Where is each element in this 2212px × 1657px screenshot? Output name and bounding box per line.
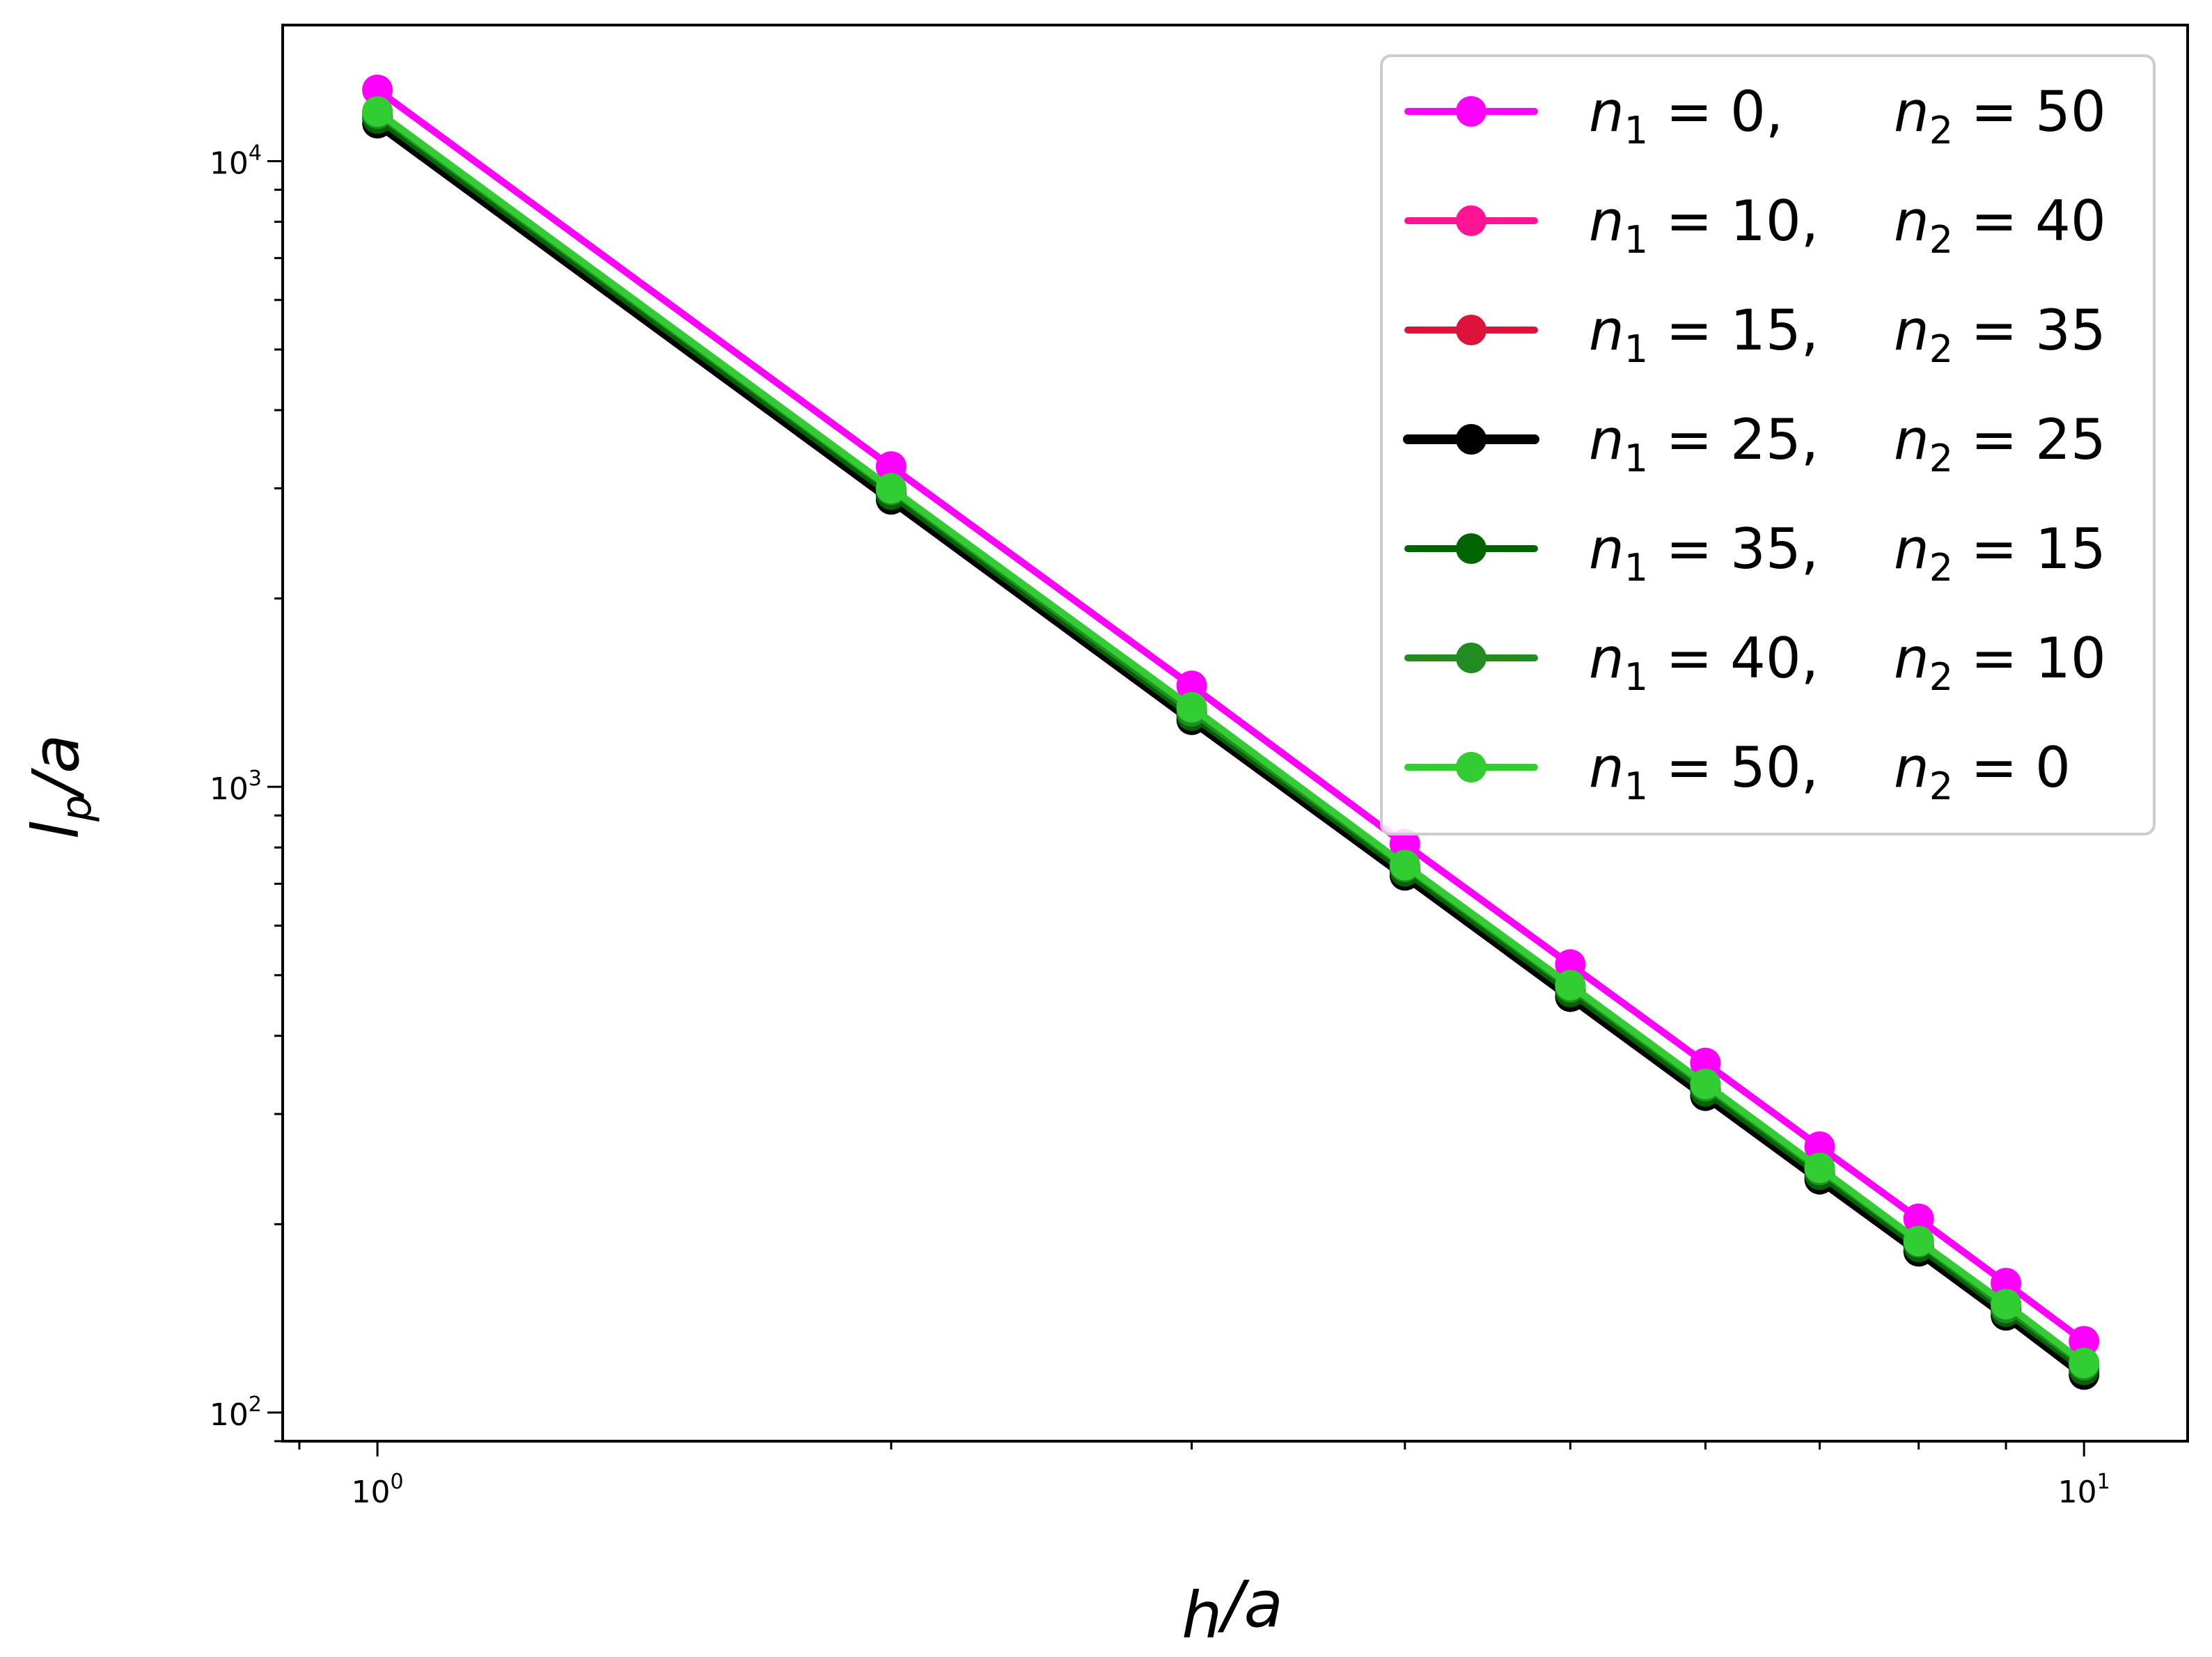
legend-label: n1 = 50, n2 = 0 [1589, 735, 2071, 808]
legend-box [1380, 54, 2156, 835]
data-point-0-9 [2069, 1326, 2100, 1357]
data-point-0-0 [362, 74, 393, 106]
legend-item-2: n1 = 15, n2 = 35 [1404, 298, 2106, 371]
data-point-6-8 [1991, 1289, 2022, 1320]
y-tick-label: 102 [210, 1392, 262, 1433]
legend: n1 = 0, n2 = 50 n1 = 10, n2 = 40 n1 = 15, n2 … [1380, 54, 2156, 835]
series-0 [362, 74, 2100, 1357]
tick-layer: 100 101 102 103 104 [210, 141, 2110, 1510]
data-point-6-7 [1903, 1225, 1934, 1257]
data-point-0-8 [1991, 1268, 2022, 1298]
data-point-0-1 [875, 451, 907, 482]
data-point-6-9 [2069, 1347, 2100, 1379]
legend-marker [1456, 533, 1487, 564]
legend-marker [1456, 424, 1487, 455]
data-point-6-3 [1389, 849, 1420, 881]
plot-frame [281, 24, 2189, 1443]
series-line-0 [374, 86, 2088, 1345]
legend-label: n1 = 35, n2 = 15 [1589, 517, 2106, 590]
legend-item-6: n1 = 50, n2 = 0 [1404, 735, 2071, 808]
legend-item-3: n1 = 25, n2 = 25 [1403, 407, 2106, 480]
legend-item-4: n1 = 35, n2 = 15 [1404, 517, 2106, 590]
data-point-0-2 [1176, 670, 1207, 702]
data-point-0-6 [1804, 1131, 1835, 1162]
legend-label: n1 = 10, n2 = 40 [1589, 189, 2106, 262]
data-point-0-5 [1690, 1047, 1721, 1078]
data-point-6-1 [875, 473, 907, 504]
data-point-0-3 [1389, 828, 1420, 860]
series-line-6 [374, 108, 2088, 1367]
legend-marker [1456, 315, 1487, 345]
x-tick-label: 101 [2058, 1470, 2110, 1510]
series-layer [362, 74, 2100, 1390]
data-point-6-5 [1690, 1069, 1721, 1099]
data-point-0-7 [1903, 1203, 1934, 1234]
legend-marker [1456, 752, 1487, 783]
y-axis-label: lp/a [19, 734, 101, 839]
legend-item-5: n1 = 40, n2 = 10 [1404, 626, 2106, 699]
legend-marker [1456, 96, 1487, 127]
legend-marker [1456, 205, 1487, 236]
data-point-6-6 [1804, 1152, 1835, 1184]
x-axis-label: h/a [1182, 1567, 1283, 1653]
data-point-6-0 [362, 96, 393, 127]
legend-marker [1456, 643, 1487, 673]
y-tick-label: 103 [210, 767, 262, 807]
legend-label: n1 = 0, n2 = 50 [1589, 79, 2106, 152]
legend-label: n1 = 15, n2 = 35 [1589, 298, 2106, 371]
legend-item-0: n1 = 0, n2 = 50 [1404, 79, 2106, 152]
data-point-6-4 [1555, 970, 1586, 1000]
legend-label: n1 = 40, n2 = 10 [1589, 626, 2106, 699]
y-tick-label: 104 [210, 141, 262, 181]
series-6 [362, 96, 2100, 1379]
data-point-6-2 [1176, 691, 1207, 723]
legend-item-1: n1 = 10, n2 = 40 [1404, 189, 2106, 262]
x-tick-label: 100 [352, 1470, 404, 1510]
legend-label: n1 = 25, n2 = 25 [1589, 407, 2106, 480]
